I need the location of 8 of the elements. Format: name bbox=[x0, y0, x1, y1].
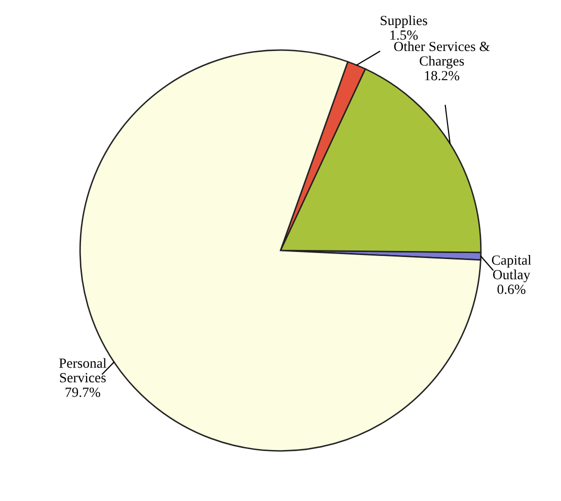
data-label: 18.2% bbox=[425, 70, 460, 80]
slice-label: Capital Outlay bbox=[492, 255, 532, 282]
slice-label: Personal Services bbox=[59, 358, 106, 382]
slice-label: Supplies bbox=[380, 15, 428, 28]
slice-label: Other Services & Charges bbox=[394, 41, 490, 69]
data-label: 1.5% bbox=[390, 30, 418, 40]
data-label: 79.7% bbox=[66, 388, 100, 398]
data-label: 0.6% bbox=[497, 284, 526, 294]
